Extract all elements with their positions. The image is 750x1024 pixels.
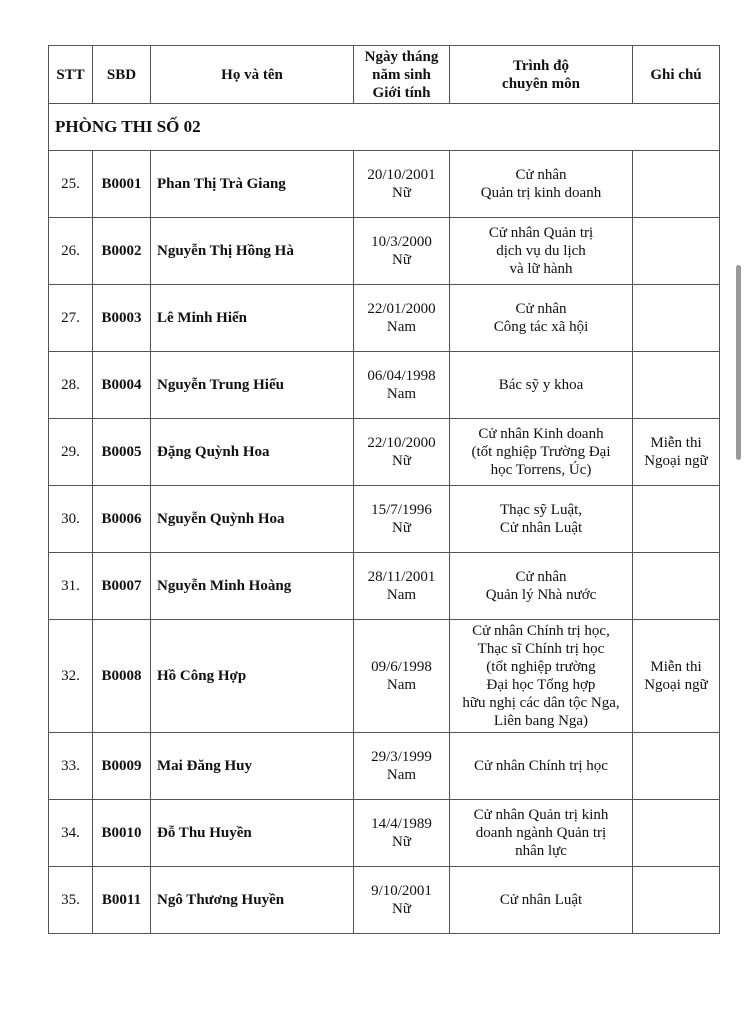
- cell-dob: 14/4/1989 Nữ: [353, 799, 450, 867]
- cell-sbd: B0002: [92, 217, 151, 285]
- cell-dob: 20/10/2001 Nữ: [353, 150, 450, 218]
- cell-sbd: B0003: [92, 284, 151, 352]
- cell-stt: 25.: [48, 150, 93, 218]
- cell-dob: 22/10/2000 Nữ: [353, 418, 450, 486]
- cell-name: Lê Minh Hiển: [150, 284, 354, 352]
- section-title: PHÒNG THI SỐ 02: [48, 103, 720, 151]
- cell-qualification: Cử nhân Quản trị kinh doanh: [449, 150, 633, 218]
- cell-name: Ngô Thương Huyền: [150, 866, 354, 934]
- cell-note: [632, 732, 720, 800]
- cell-qualification: Cử nhân Quản trị kinh doanh ngành Quản t…: [449, 799, 633, 867]
- header-stt: STT: [48, 45, 93, 104]
- cell-name: Nguyễn Thị Hồng Hà: [150, 217, 354, 285]
- cell-sbd: B0010: [92, 799, 151, 867]
- cell-note: [632, 866, 720, 934]
- cell-dob: 9/10/2001 Nữ: [353, 866, 450, 934]
- cell-name: Nguyễn Trung Hiếu: [150, 351, 354, 419]
- cell-stt: 30.: [48, 485, 93, 553]
- cell-stt: 35.: [48, 866, 93, 934]
- cell-stt: 32.: [48, 619, 93, 733]
- cell-qualification: Cử nhân Quản lý Nhà nước: [449, 552, 633, 620]
- cell-stt: 31.: [48, 552, 93, 620]
- table-row: 25. B0001 Phan Thị Trà Giang 20/10/2001 Nữ C…: [48, 150, 720, 218]
- header-sbd: SBD: [92, 45, 151, 104]
- candidate-table: STT SBD Họ và tên Ngày tháng năm sinh Gi…: [48, 45, 720, 934]
- cell-note: Miễn thi Ngoại ngữ: [632, 418, 720, 486]
- cell-note: [632, 799, 720, 867]
- header-row: STT SBD Họ và tên Ngày tháng năm sinh Gi…: [48, 45, 720, 104]
- table-row: 35. B0011 Ngô Thương Huyền 9/10/2001 Nữ Cử n…: [48, 866, 720, 934]
- cell-stt: 33.: [48, 732, 93, 800]
- cell-name: Nguyễn Minh Hoàng: [150, 552, 354, 620]
- cell-stt: 26.: [48, 217, 93, 285]
- cell-name: Hồ Công Hợp: [150, 619, 354, 733]
- cell-dob: 22/01/2000 Nam: [353, 284, 450, 352]
- cell-dob: 29/3/1999 Nam: [353, 732, 450, 800]
- cell-sbd: B0004: [92, 351, 151, 419]
- cell-sbd: B0009: [92, 732, 151, 800]
- table-row: 27. B0003 Lê Minh Hiển 22/01/2000 Nam Cử nhâ…: [48, 284, 720, 352]
- cell-note: Miễn thi Ngoại ngữ: [632, 619, 720, 733]
- cell-sbd: B0007: [92, 552, 151, 620]
- cell-note: [632, 284, 720, 352]
- cell-dob: 06/04/1998 Nam: [353, 351, 450, 419]
- table-row: 26. B0002 Nguyễn Thị Hồng Hà 10/3/2000 Nữ Cử…: [48, 217, 720, 285]
- cell-qualification: Cử nhân Kinh doanh (tốt nghiệp Trường Đạ…: [449, 418, 633, 486]
- cell-sbd: B0006: [92, 485, 151, 553]
- cell-dob: 15/7/1996 Nữ: [353, 485, 450, 553]
- header-dob: Ngày tháng năm sinh Giới tính: [353, 45, 450, 104]
- table-row: 32. B0008 Hồ Công Hợp 09/6/1998 Nam Cử nhân …: [48, 619, 720, 733]
- cell-qualification: Cử nhân Chính trị học: [449, 732, 633, 800]
- cell-stt: 27.: [48, 284, 93, 352]
- cell-note: [632, 552, 720, 620]
- cell-qualification: Thạc sỹ Luật, Cử nhân Luật: [449, 485, 633, 553]
- cell-qualification: Cử nhân Luật: [449, 866, 633, 934]
- cell-stt: 29.: [48, 418, 93, 486]
- cell-qualification: Bác sỹ y khoa: [449, 351, 633, 419]
- table-row: 33. B0009 Mai Đăng Huy 29/3/1999 Nam Cử nhân…: [48, 732, 720, 800]
- cell-sbd: B0005: [92, 418, 151, 486]
- cell-sbd: B0001: [92, 150, 151, 218]
- cell-name: Mai Đăng Huy: [150, 732, 354, 800]
- table-row: 34. B0010 Đỗ Thu Huyền 14/4/1989 Nữ Cử nhân …: [48, 799, 720, 867]
- cell-note: [632, 351, 720, 419]
- cell-qualification: Cử nhân Công tác xã hội: [449, 284, 633, 352]
- section-row: PHÒNG THI SỐ 02: [48, 103, 720, 151]
- scrollbar[interactable]: [736, 265, 741, 460]
- header-qualification: Trình độ chuyên môn: [449, 45, 633, 104]
- table-row: 30. B0006 Nguyễn Quỳnh Hoa 15/7/1996 Nữ Thạc…: [48, 485, 720, 553]
- cell-qualification: Cử nhân Quản trị dịch vụ du lịch và lữ h…: [449, 217, 633, 285]
- cell-dob: 28/11/2001 Nam: [353, 552, 450, 620]
- cell-dob: 09/6/1998 Nam: [353, 619, 450, 733]
- cell-name: Phan Thị Trà Giang: [150, 150, 354, 218]
- table-row: 29. B0005 Đặng Quỳnh Hoa 22/10/2000 Nữ Cử nh…: [48, 418, 720, 486]
- cell-note: [632, 485, 720, 553]
- cell-name: Đặng Quỳnh Hoa: [150, 418, 354, 486]
- cell-name: Đỗ Thu Huyền: [150, 799, 354, 867]
- cell-stt: 28.: [48, 351, 93, 419]
- cell-sbd: B0011: [92, 866, 151, 934]
- cell-note: [632, 217, 720, 285]
- cell-qualification: Cử nhân Chính trị học, Thạc sĩ Chính trị…: [449, 619, 633, 733]
- table-row: 28. B0004 Nguyễn Trung Hiếu 06/04/1998 Nam B…: [48, 351, 720, 419]
- header-note: Ghi chú: [632, 45, 720, 104]
- cell-note: [632, 150, 720, 218]
- table-row: 31. B0007 Nguyễn Minh Hoàng 28/11/2001 Nam C…: [48, 552, 720, 620]
- header-name: Họ và tên: [150, 45, 354, 104]
- cell-sbd: B0008: [92, 619, 151, 733]
- cell-name: Nguyễn Quỳnh Hoa: [150, 485, 354, 553]
- cell-stt: 34.: [48, 799, 93, 867]
- cell-dob: 10/3/2000 Nữ: [353, 217, 450, 285]
